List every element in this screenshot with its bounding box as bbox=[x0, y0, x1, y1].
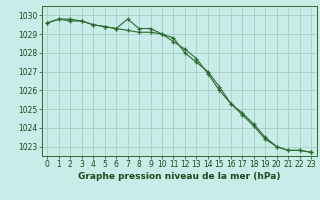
X-axis label: Graphe pression niveau de la mer (hPa): Graphe pression niveau de la mer (hPa) bbox=[78, 172, 280, 181]
